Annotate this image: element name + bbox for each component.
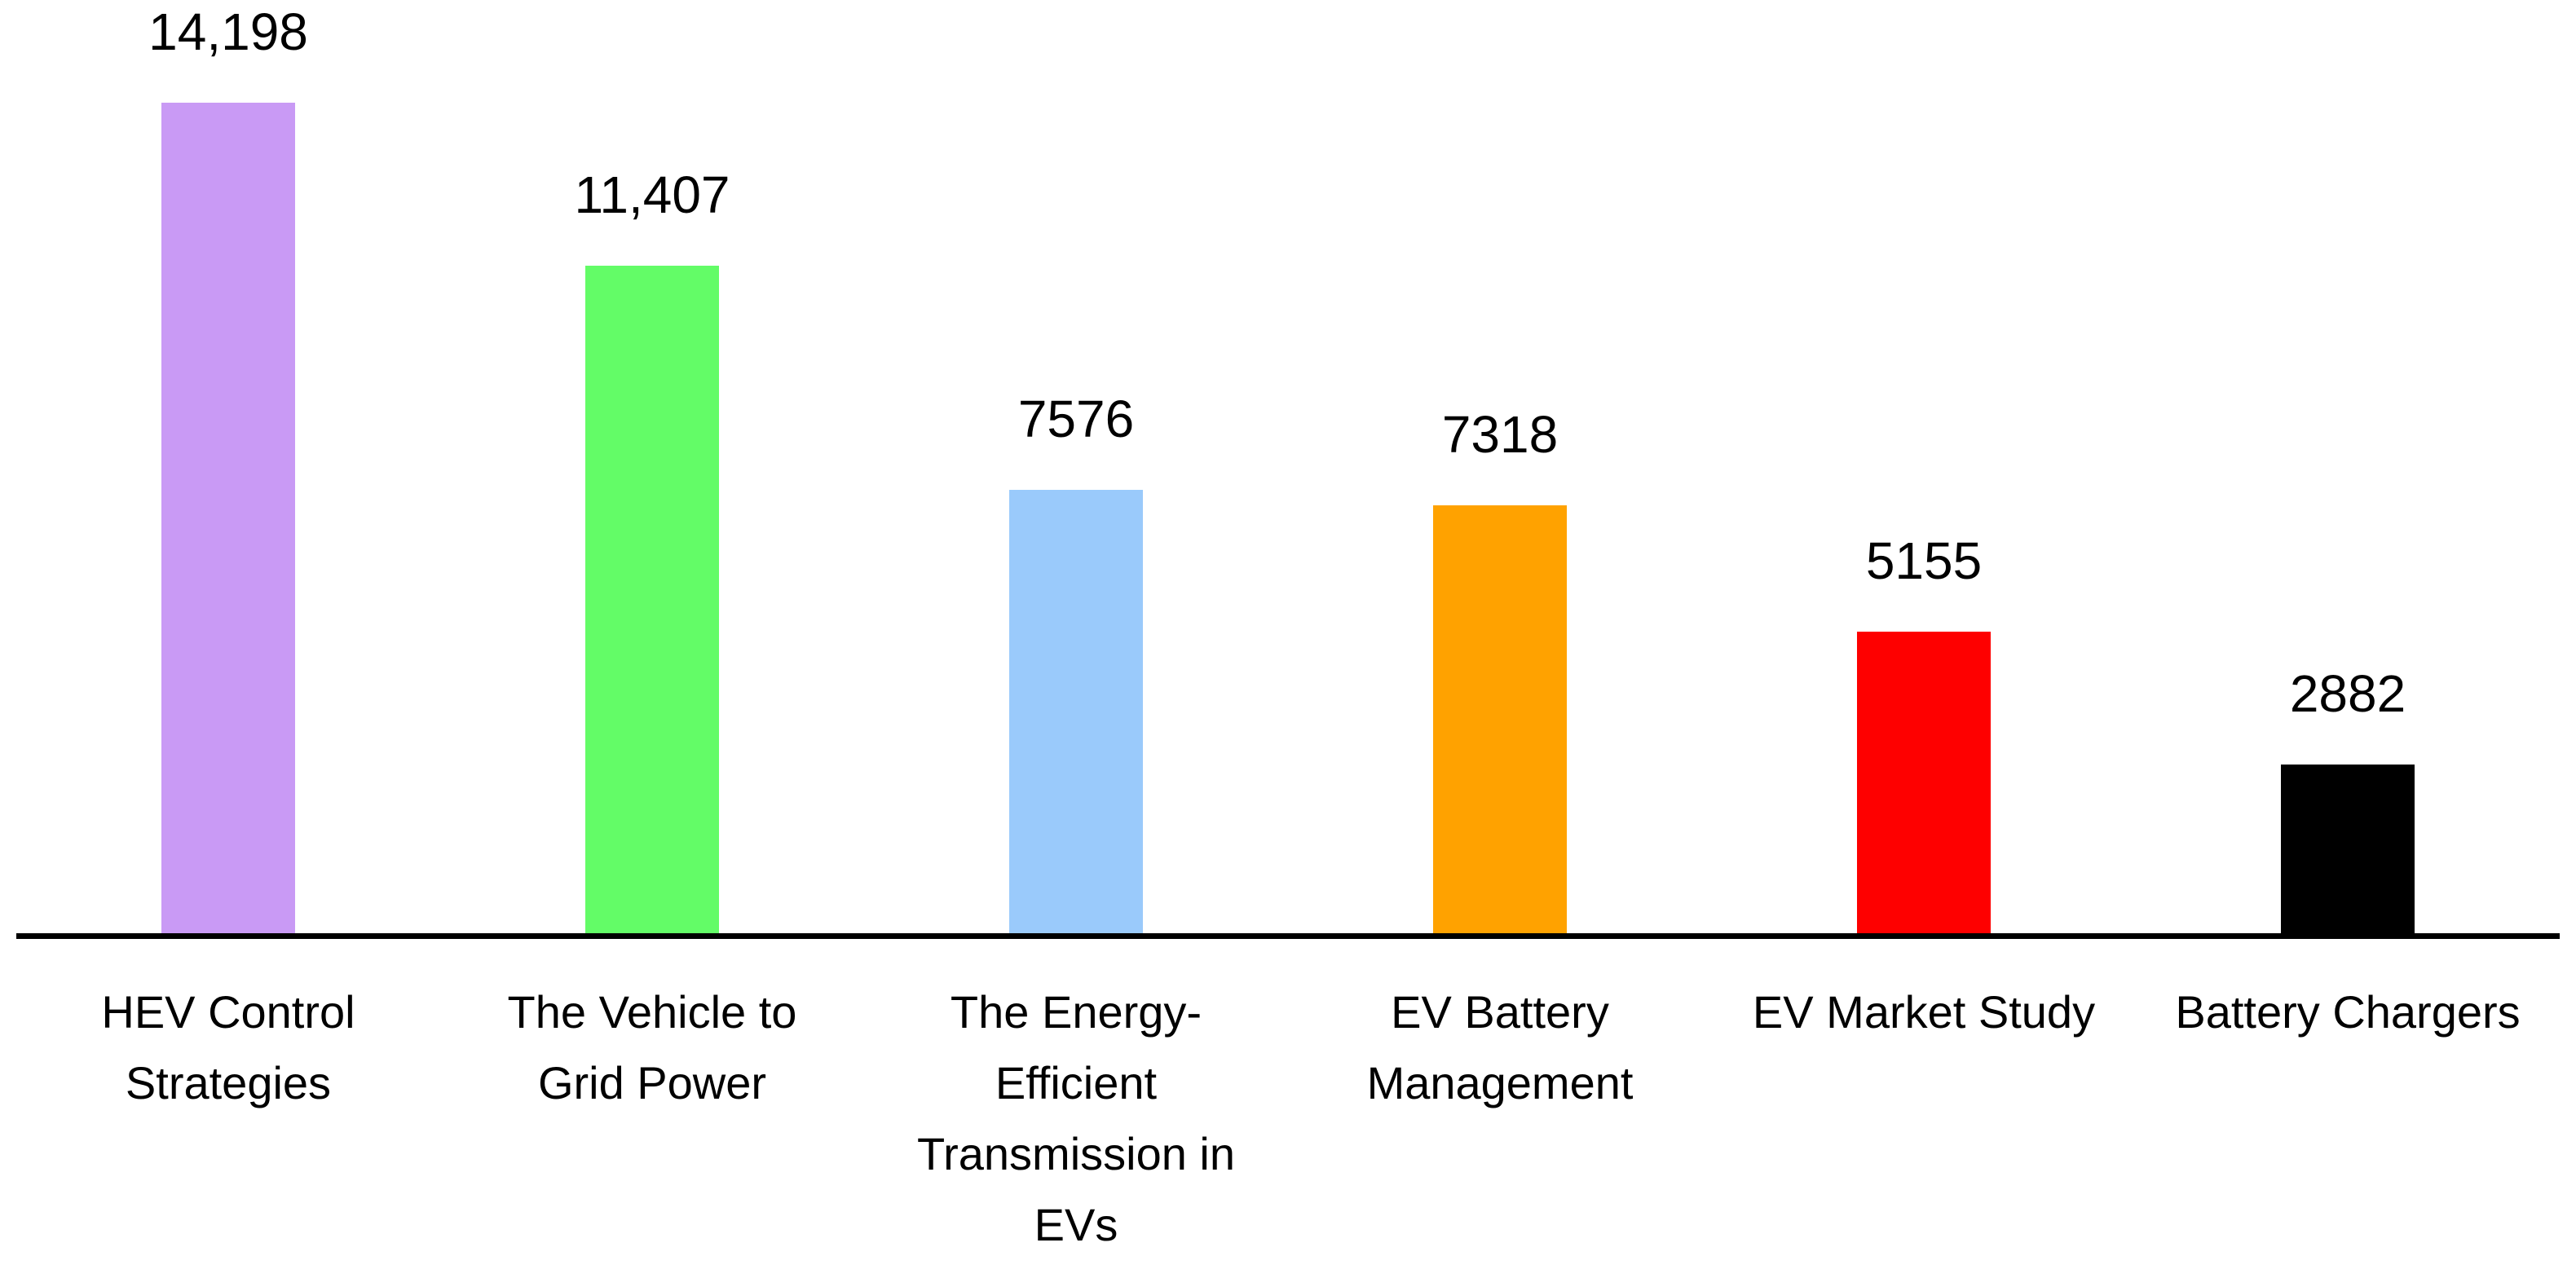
x-axis-label-cell: HEV Control Strategies (16, 976, 440, 1260)
bar-column-the-energy-efficient-transmission-in-evs: 7576 (864, 0, 1288, 933)
x-axis-labels: HEV Control Strategies The Vehicle to Gri… (0, 939, 2576, 1260)
x-axis-category-label-ev-battery-management: EV Battery Management (1366, 986, 1634, 1108)
bar-battery-chargers (2281, 765, 2415, 933)
plot-area: 14,198 11,407 7576 7318 5155 2882 (16, 0, 2560, 933)
bar-column-the-vehicle-to-grid-power: 11,407 (440, 0, 864, 933)
x-axis-category-label-battery-chargers: Battery Chargers (2175, 986, 2521, 1038)
bar-hev-control-strategies (161, 103, 295, 933)
x-axis-label-cell: EV Battery Management (1288, 976, 1712, 1260)
x-axis-label-cell: Battery Chargers (2136, 976, 2560, 1260)
x-axis-label-cell: The Vehicle to Grid Power (440, 976, 864, 1260)
x-axis-label-cell: EV Market Study (1712, 976, 2136, 1260)
bar-column-hev-control-strategies: 14,198 (16, 0, 440, 933)
bar-value-label: 14,198 (148, 2, 308, 61)
bar-column-ev-battery-management: 7318 (1288, 0, 1712, 933)
bar-column-ev-market-study: 5155 (1712, 0, 2136, 933)
x-axis-category-label-the-energy-efficient-transmission-in-evs: The Energy-Efficient Transmission in EVs (916, 986, 1236, 1250)
bar-ev-market-study (1857, 632, 1991, 933)
bar-column-battery-chargers: 2882 (2136, 0, 2560, 933)
x-axis-label-cell: The Energy-Efficient Transmission in EVs (864, 976, 1288, 1260)
bar-value-label: 11,407 (574, 165, 730, 224)
bar-value-label: 5155 (1865, 531, 1983, 590)
bar-value-label: 7318 (1441, 405, 1559, 464)
bar-ev-battery-management (1433, 505, 1567, 933)
bar-the-vehicle-to-grid-power (585, 266, 719, 933)
x-axis-line (16, 933, 2560, 939)
x-axis-category-label-hev-control-strategies: HEV Control Strategies (101, 986, 355, 1108)
bar-the-energy-efficient-transmission-in-evs (1009, 490, 1143, 933)
bar-value-label: 7576 (1017, 390, 1135, 448)
bar-value-label: 2882 (2289, 664, 2406, 723)
x-axis-category-label-ev-market-study: EV Market Study (1752, 986, 2096, 1038)
x-axis-category-label-the-vehicle-to-grid-power: The Vehicle to Grid Power (507, 986, 797, 1108)
